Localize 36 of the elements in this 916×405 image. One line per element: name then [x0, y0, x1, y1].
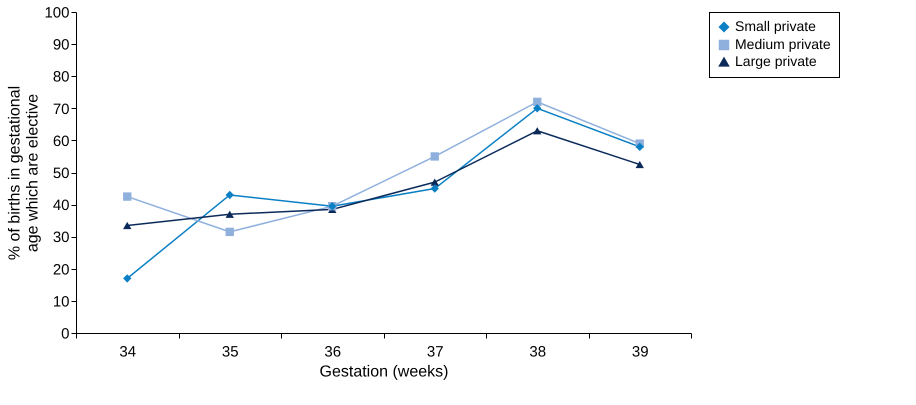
point — [226, 190, 234, 200]
point — [636, 160, 644, 168]
point — [533, 104, 542, 112]
y-tick-label: 100 — [44, 4, 70, 22]
y-tick-label: 10 — [52, 293, 70, 310]
point — [226, 210, 234, 218]
point — [123, 192, 132, 201]
point — [226, 228, 234, 236]
y-tick-label: 80 — [52, 68, 70, 86]
x-tick-label: 34 — [119, 344, 136, 360]
y-tick-label: 90 — [52, 36, 70, 54]
y-tick-label: 60 — [52, 132, 70, 150]
y-axis-title: % of births in gestational age which are elective — [6, 86, 42, 260]
y-tick-label: 40 — [52, 197, 70, 214]
x-tick-label: 38 — [529, 344, 546, 360]
x-tick-label: 36 — [324, 344, 342, 360]
y-tick-label: 0 — [61, 326, 70, 342]
x-tick-label: 37 — [426, 344, 444, 360]
point — [533, 127, 542, 134]
point — [430, 178, 439, 186]
y-tick-label: 20 — [52, 261, 70, 278]
point — [636, 142, 644, 152]
point — [123, 222, 132, 230]
x-tick-label: 39 — [632, 344, 649, 360]
y-tick-label: 70 — [52, 100, 70, 118]
y-tick-label: 50 — [52, 165, 70, 182]
point — [430, 152, 439, 161]
point — [123, 274, 132, 283]
y-tick-label: 30 — [52, 229, 70, 246]
legend-label: Small private — [735, 18, 816, 34]
point — [430, 184, 439, 193]
legend-label: Large private — [735, 53, 817, 69]
x-tick-label: 35 — [222, 344, 239, 360]
point — [533, 98, 542, 106]
legend-label: Medium private — [735, 36, 831, 52]
x-axis-title: Gestation (weeks) — [320, 364, 448, 380]
